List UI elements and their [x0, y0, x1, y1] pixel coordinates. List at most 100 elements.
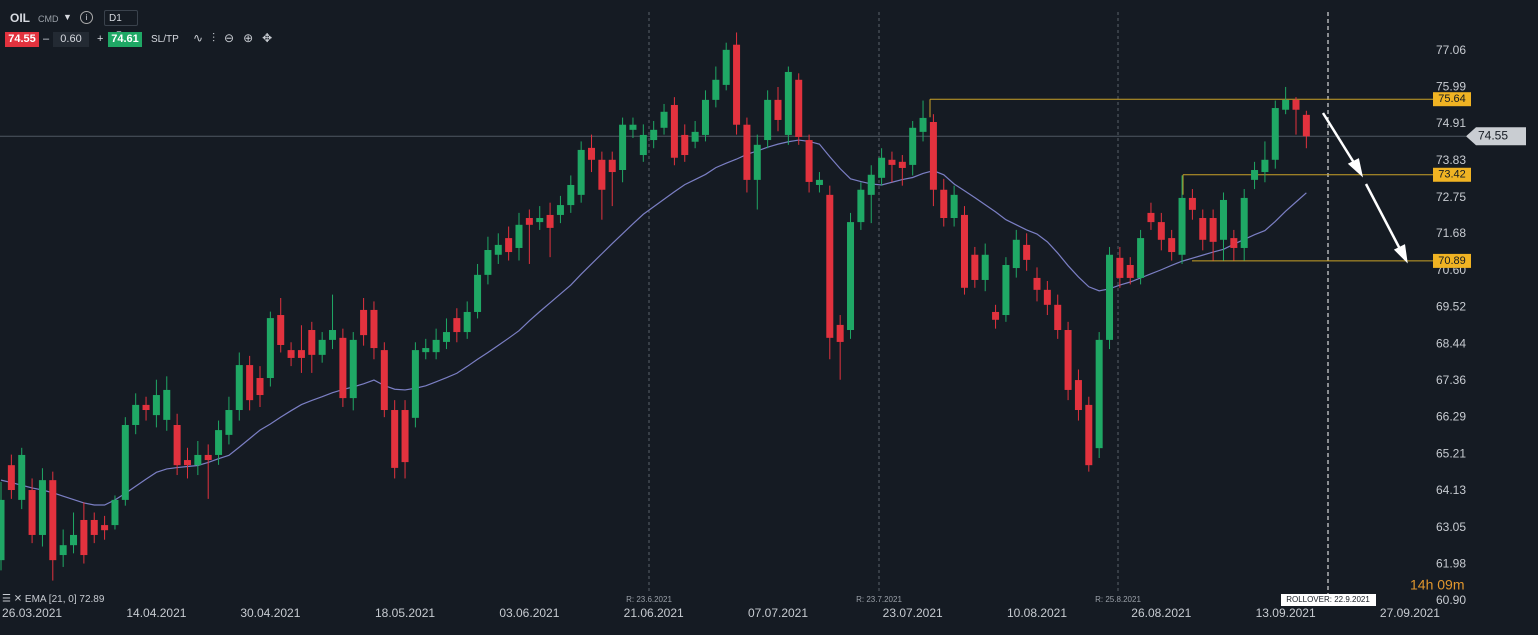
- candle-body: [152, 395, 160, 416]
- candle-body: [743, 124, 751, 180]
- volume[interactable]: 0.60: [53, 32, 89, 47]
- x-tick-label: 27.09.2021: [1380, 606, 1440, 620]
- candle-body: [888, 159, 896, 165]
- x-tick-label: 26.03.2021: [2, 606, 62, 620]
- sell-button[interactable]: 74.55: [5, 32, 39, 47]
- candle-body: [691, 131, 699, 142]
- candle-body: [670, 104, 678, 158]
- candle-body: [494, 244, 502, 255]
- y-tick-label: 73.83: [1436, 153, 1466, 167]
- minus-button[interactable]: –: [43, 33, 50, 45]
- price-level-box: [1433, 92, 1471, 107]
- y-tick-label: 72.75: [1436, 190, 1466, 204]
- candle-body: [391, 410, 399, 468]
- candle-body: [733, 44, 741, 125]
- candle-body: [7, 465, 15, 491]
- candle-body: [0, 499, 5, 561]
- buy-button[interactable]: 74.61: [108, 32, 142, 47]
- candle-body: [857, 189, 865, 223]
- x-tick-label: 21.06.2021: [624, 606, 684, 620]
- y-tick-label: 67.36: [1436, 373, 1466, 387]
- candle-body: [1282, 99, 1290, 110]
- ema-legend: ☰ ✕ EMA [21, 0] 72.89: [2, 594, 105, 605]
- candle-body: [463, 311, 471, 333]
- candle-body: [1209, 218, 1217, 242]
- price-level-box: [1433, 167, 1471, 182]
- candle-body: [1106, 254, 1114, 340]
- candle-body: [805, 140, 813, 182]
- candle-body: [204, 454, 212, 461]
- plus-button[interactable]: +: [97, 33, 104, 45]
- candle-body: [70, 534, 78, 546]
- candle-body: [297, 350, 305, 358]
- interval[interactable]: D1 ▼: [104, 10, 138, 38]
- candle-body: [163, 389, 171, 420]
- candle-body: [712, 79, 720, 100]
- candle-body: [1012, 239, 1020, 269]
- candle-body: [1023, 244, 1031, 260]
- ema-last: 72.89: [79, 594, 104, 605]
- candle-body: [370, 309, 378, 349]
- candle-body: [80, 519, 88, 556]
- candle-body: [360, 309, 368, 336]
- candle-body: [401, 410, 409, 463]
- candle-body: [235, 365, 243, 411]
- candle-body: [1033, 277, 1041, 290]
- candle-body: [90, 519, 98, 535]
- symbol[interactable]: OIL: [10, 11, 30, 25]
- info-icon[interactable]: i: [80, 11, 93, 24]
- candle-body: [546, 214, 554, 228]
- candle-body: [929, 122, 937, 190]
- candle-body: [411, 350, 419, 418]
- candle-body: [246, 365, 254, 401]
- candle-body: [836, 324, 844, 342]
- candle-body: [38, 480, 46, 535]
- candle-body: [826, 194, 834, 338]
- candle-body: [1116, 257, 1124, 278]
- candle-body: [795, 79, 803, 137]
- candle-body: [940, 189, 948, 219]
- candle-body: [349, 339, 357, 399]
- y-tick-label: 77.06: [1436, 43, 1466, 57]
- candle-body: [847, 222, 855, 331]
- y-tick-label: 66.29: [1436, 410, 1466, 424]
- candle-body: [1126, 264, 1134, 278]
- candle-body: [681, 134, 689, 156]
- candle-body: [215, 430, 223, 455]
- y-tick-label: 68.44: [1436, 336, 1466, 350]
- y-tick-label: 75.99: [1436, 79, 1466, 93]
- candle-body: [474, 274, 482, 312]
- candle-body: [960, 214, 968, 288]
- candle-body: [1095, 339, 1103, 449]
- candle-body: [1219, 199, 1227, 240]
- candle-body: [49, 480, 57, 561]
- y-tick-label: 71.68: [1436, 226, 1466, 240]
- candle-body: [1054, 304, 1062, 331]
- rollover-marker-label: R: 25.8.2021: [1095, 595, 1141, 604]
- candle-body: [1002, 264, 1010, 316]
- candle-body: [764, 99, 772, 141]
- candle-body: [608, 159, 616, 173]
- x-tick-label: 14.04.2021: [126, 606, 186, 620]
- candle-body: [432, 339, 440, 353]
- candle-body: [442, 332, 450, 342]
- candle-body: [992, 311, 1000, 320]
- sltp-button[interactable]: SL/TP: [151, 34, 179, 45]
- arrow: [1364, 183, 1403, 252]
- dropdown-icon[interactable]: ▼: [63, 12, 72, 22]
- arrow-head: [1347, 158, 1364, 178]
- plot: [0, 12, 1466, 594]
- tool-icons[interactable]: ∿⫶⊖⊕✥: [193, 31, 282, 45]
- candle-body: [1168, 238, 1176, 253]
- candle-body: [121, 424, 129, 500]
- candle-body: [1178, 197, 1186, 255]
- candle-body: [453, 318, 461, 333]
- arrows: [1321, 112, 1408, 264]
- current-price-label: 74.55: [1478, 128, 1508, 142]
- candle-body: [266, 318, 274, 379]
- candle-body: [878, 157, 886, 178]
- candle-body: [981, 254, 989, 280]
- x-tick-label: 23.07.2021: [883, 606, 943, 620]
- candle-body: [339, 337, 347, 399]
